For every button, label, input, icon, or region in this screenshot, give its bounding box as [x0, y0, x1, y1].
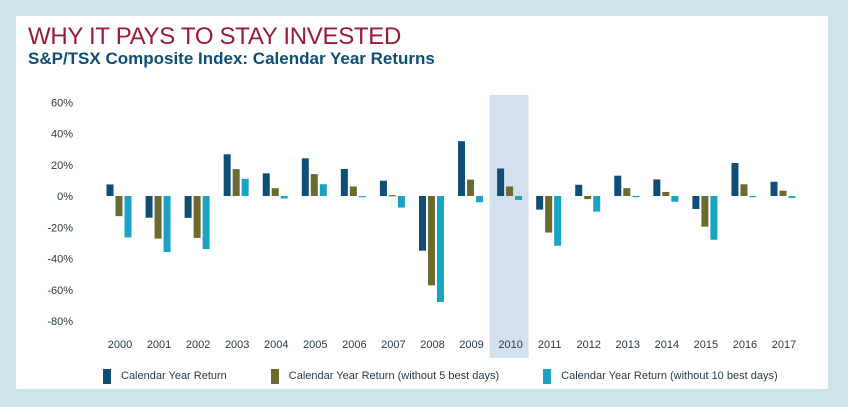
bar-2014-series-3 — [671, 196, 679, 202]
bar-2004-series-1 — [262, 173, 270, 196]
bar-2012-series-3 — [593, 196, 601, 212]
legend-item-1: Calendar Year Return — [103, 368, 227, 384]
bar-2016-series-2 — [740, 184, 748, 196]
x-tick-label-2016: 2016 — [733, 339, 757, 351]
y-tick-label: 40% — [51, 129, 73, 141]
bar-2009-series-1 — [458, 141, 466, 196]
legend-label: Calendar Year Return (without 10 best da… — [561, 370, 778, 382]
bar-2005-series-3 — [319, 184, 327, 196]
x-tick-label-2012: 2012 — [576, 339, 600, 351]
legend-item-2: Calendar Year Return (without 5 best day… — [270, 368, 500, 384]
legend-label: Calendar Year Return — [121, 370, 227, 382]
x-tick-label-2009: 2009 — [459, 339, 483, 351]
bar-2004-series-2 — [271, 188, 279, 196]
x-tick-label-2001: 2001 — [147, 339, 171, 351]
legend-swatch — [270, 368, 279, 384]
bar-2010-series-3 — [515, 196, 523, 200]
bar-2005-series-1 — [301, 158, 309, 196]
x-tick-label-2010: 2010 — [498, 339, 522, 351]
legend-item-3: Calendar Year Return (without 10 best da… — [543, 368, 778, 384]
bar-2017-series-3 — [788, 196, 796, 198]
bar-2017-series-1 — [770, 181, 778, 196]
chart-legend: Calendar Year Return Calendar Year Return… — [103, 368, 778, 384]
bar-2007-series-1 — [379, 180, 387, 196]
bar-2017-series-2 — [779, 190, 787, 196]
chart-title: S&P/TSX Composite Index: Calendar Year R… — [28, 49, 435, 68]
bar-2001-series-2 — [154, 196, 162, 239]
bar-2016-series-1 — [731, 163, 739, 196]
bar-2001-series-3 — [163, 196, 171, 253]
bar-2003-series-1 — [223, 154, 231, 196]
bar-2011-series-1 — [536, 196, 544, 210]
y-tick-label: -20% — [47, 222, 73, 234]
bar-2004-series-3 — [280, 196, 288, 199]
x-tick-label-2004: 2004 — [264, 339, 288, 351]
y-tick-label: -60% — [47, 285, 73, 297]
bar-2013-series-2 — [623, 188, 631, 196]
bar-2002-series-3 — [202, 196, 210, 250]
x-tick-label-2002: 2002 — [186, 339, 210, 351]
y-tick-label: 0% — [57, 191, 73, 203]
x-tick-label-2008: 2008 — [420, 339, 444, 351]
bar-2002-series-2 — [193, 196, 201, 238]
bar-2011-series-2 — [545, 196, 553, 233]
bar-2000-series-3 — [124, 196, 132, 238]
x-tick-label-2013: 2013 — [616, 339, 640, 351]
bar-2015-series-2 — [701, 196, 709, 227]
bar-2000-series-1 — [106, 184, 114, 196]
bar-2013-series-3 — [632, 196, 640, 198]
x-tick-label-2000: 2000 — [108, 339, 132, 351]
bar-2014-series-1 — [653, 179, 661, 196]
bar-2001-series-1 — [145, 196, 153, 218]
y-tick-label: -80% — [47, 316, 73, 328]
bar-2010-series-1 — [497, 168, 505, 196]
bar-2010-series-2 — [506, 186, 514, 196]
bar-2013-series-1 — [614, 175, 622, 196]
bar-2011-series-3 — [554, 196, 562, 246]
bar-2006-series-1 — [340, 168, 348, 196]
bar-2016-series-3 — [749, 196, 757, 198]
bar-2003-series-3 — [241, 178, 249, 196]
legend-swatch — [103, 368, 111, 384]
x-tick-label-2005: 2005 — [303, 339, 327, 351]
x-tick-label-2007: 2007 — [381, 339, 405, 351]
bar-2006-series-3 — [358, 196, 366, 198]
bar-2008-series-3 — [436, 196, 444, 302]
bar-2005-series-2 — [310, 174, 318, 196]
bar-2007-series-3 — [397, 196, 405, 208]
y-tick-label: 60% — [51, 97, 73, 109]
bar-2012-series-2 — [584, 196, 592, 200]
x-tick-label-2017: 2017 — [772, 339, 796, 351]
bar-2009-series-2 — [467, 179, 475, 196]
x-tick-label-2011: 2011 — [538, 339, 562, 351]
legend-swatch — [543, 368, 552, 384]
x-tick-label-2006: 2006 — [342, 339, 366, 351]
bar-2006-series-2 — [349, 186, 357, 196]
bar-2008-series-1 — [418, 196, 426, 251]
bar-2007-series-2 — [388, 195, 396, 197]
legend-label: Calendar Year Return (without 5 best day… — [288, 370, 500, 382]
bar-2008-series-2 — [427, 196, 435, 286]
x-tick-label-2015: 2015 — [694, 339, 718, 351]
highlight-band-2010 — [489, 95, 529, 358]
bar-2000-series-2 — [115, 196, 123, 217]
x-tick-label-2014: 2014 — [655, 339, 679, 351]
bar-2003-series-2 — [232, 169, 240, 196]
bar-2015-series-3 — [710, 196, 718, 240]
y-tick-label: -40% — [47, 254, 73, 266]
bar-2009-series-3 — [476, 196, 484, 203]
x-tick-label-2003: 2003 — [225, 339, 249, 351]
y-tick-label: 20% — [51, 160, 73, 172]
bar-2012-series-1 — [575, 184, 583, 196]
bar-2015-series-1 — [692, 196, 700, 209]
bar-2002-series-1 — [184, 196, 192, 218]
page-headline: WHY IT PAYS TO STAY INVESTED — [28, 23, 402, 50]
bar-2014-series-2 — [662, 191, 670, 196]
